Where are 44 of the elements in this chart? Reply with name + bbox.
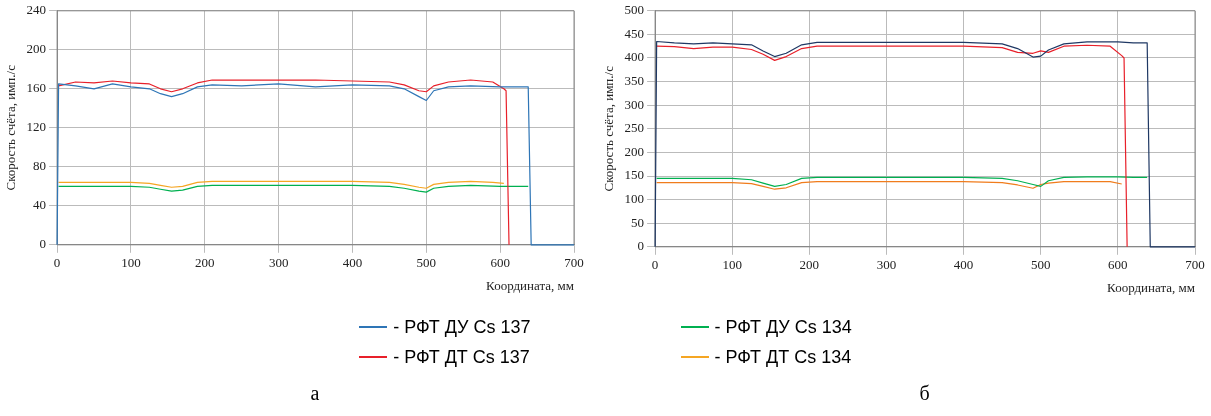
y-axis-title: Скорость счёта, имп./с	[3, 64, 19, 191]
y-tick-label: 50	[631, 214, 645, 230]
x-tick-label: 100	[121, 255, 141, 271]
y-tick-label: 240	[26, 2, 47, 18]
legend-label: - РФТ ДТ Cs 137	[393, 346, 530, 368]
x-axis-title: Координата, мм	[1107, 279, 1195, 295]
y-axis-title: Скорость счёта, имп./с	[601, 65, 617, 192]
x-tick-label: 300	[268, 255, 289, 271]
y-tick-label: 350	[624, 73, 645, 89]
text: а	[309, 382, 321, 405]
y-tick-label: 200	[26, 41, 47, 57]
y-tick-label: 0	[637, 238, 645, 254]
y-tick-label: 250	[624, 120, 645, 136]
x-tick-label: 600	[490, 255, 510, 271]
y-tick-label: 120	[26, 119, 47, 135]
x-tick-label: 100	[722, 257, 742, 273]
y-tick-label: 150	[624, 167, 645, 183]
x-tick-label: 400	[953, 257, 974, 273]
y-tick-label: 40	[33, 197, 47, 213]
x-tick-label: 500	[1030, 257, 1051, 273]
x-tick-label: 200	[799, 257, 820, 273]
x-tick-label: 500	[416, 255, 437, 271]
x-tick-label: 200	[195, 255, 215, 271]
x-tick-label: 300	[876, 257, 897, 273]
y-tick-label: 0	[39, 236, 47, 252]
x-axis-title: Координата, мм	[486, 277, 574, 293]
y-tick-label: 300	[624, 96, 645, 112]
legend-label: - РФТ ДУ Cs 137	[393, 316, 531, 338]
x-tick-label: 0	[53, 255, 61, 271]
text: б	[918, 382, 931, 405]
legend-label: - РФТ ДТ Cs 134	[714, 346, 852, 368]
y-tick-label: 450	[624, 25, 645, 41]
x-tick-label: 400	[342, 255, 363, 271]
y-tick-label: 100	[624, 191, 645, 207]
legend-label: - РФТ ДУ Cs 134	[714, 316, 852, 338]
y-tick-label: 80	[33, 158, 47, 174]
x-tick-label: 0	[651, 257, 659, 273]
y-tick-label: 400	[624, 49, 645, 65]
x-tick-label: 600	[1108, 257, 1128, 273]
x-tick-label: 700	[564, 255, 584, 271]
y-tick-label: 500	[624, 2, 645, 18]
x-tick-label: 700	[1185, 257, 1205, 273]
y-tick-label: 160	[26, 80, 47, 96]
y-tick-label: 200	[624, 143, 645, 159]
